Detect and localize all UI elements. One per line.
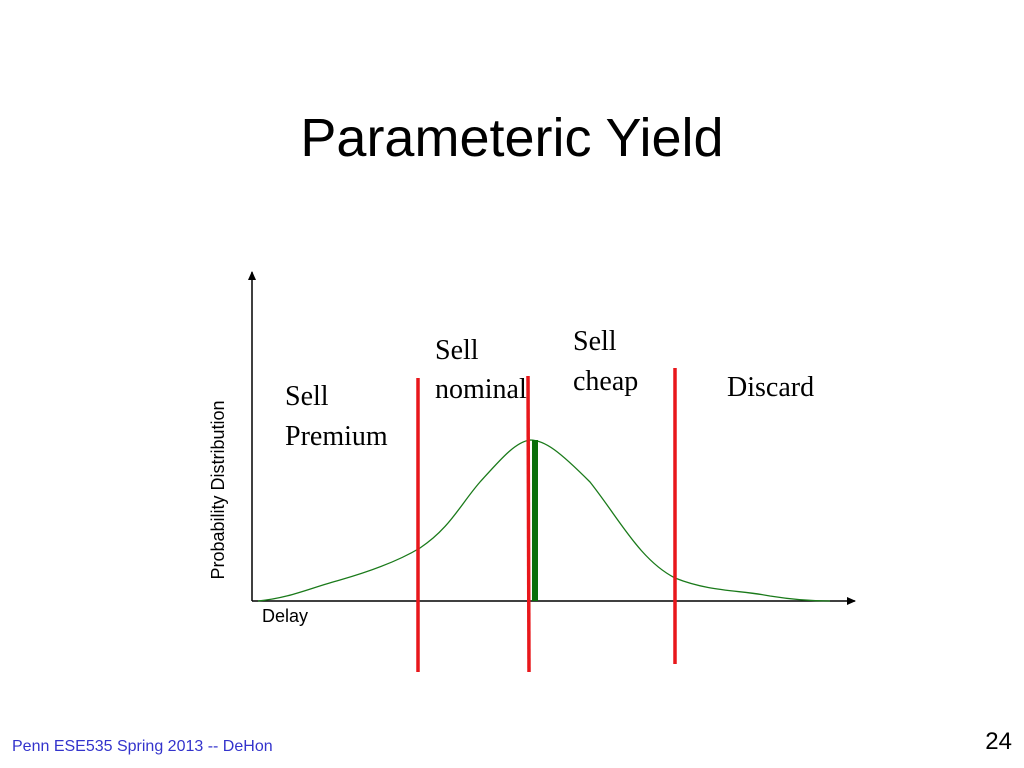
- slide-title: Parameteric Yield: [300, 108, 723, 168]
- region-label: Premium: [285, 421, 388, 452]
- distribution-curve: [257, 439, 831, 602]
- footer-text: Penn ESE535 Spring 2013 -- DeHon: [12, 738, 273, 755]
- region-label: Sell: [285, 381, 329, 412]
- region-label: nominal: [435, 374, 527, 405]
- region-label: Sell: [573, 326, 617, 357]
- y-axis-label: Probability Distribution: [208, 400, 228, 579]
- region-label: Sell: [435, 335, 479, 366]
- bin-boundary: [526, 375, 531, 673]
- x-axis-label: Delay: [262, 606, 308, 626]
- page-number: 24: [985, 728, 1012, 755]
- region-label: Discard: [727, 372, 814, 403]
- region-label: cheap: [573, 366, 638, 397]
